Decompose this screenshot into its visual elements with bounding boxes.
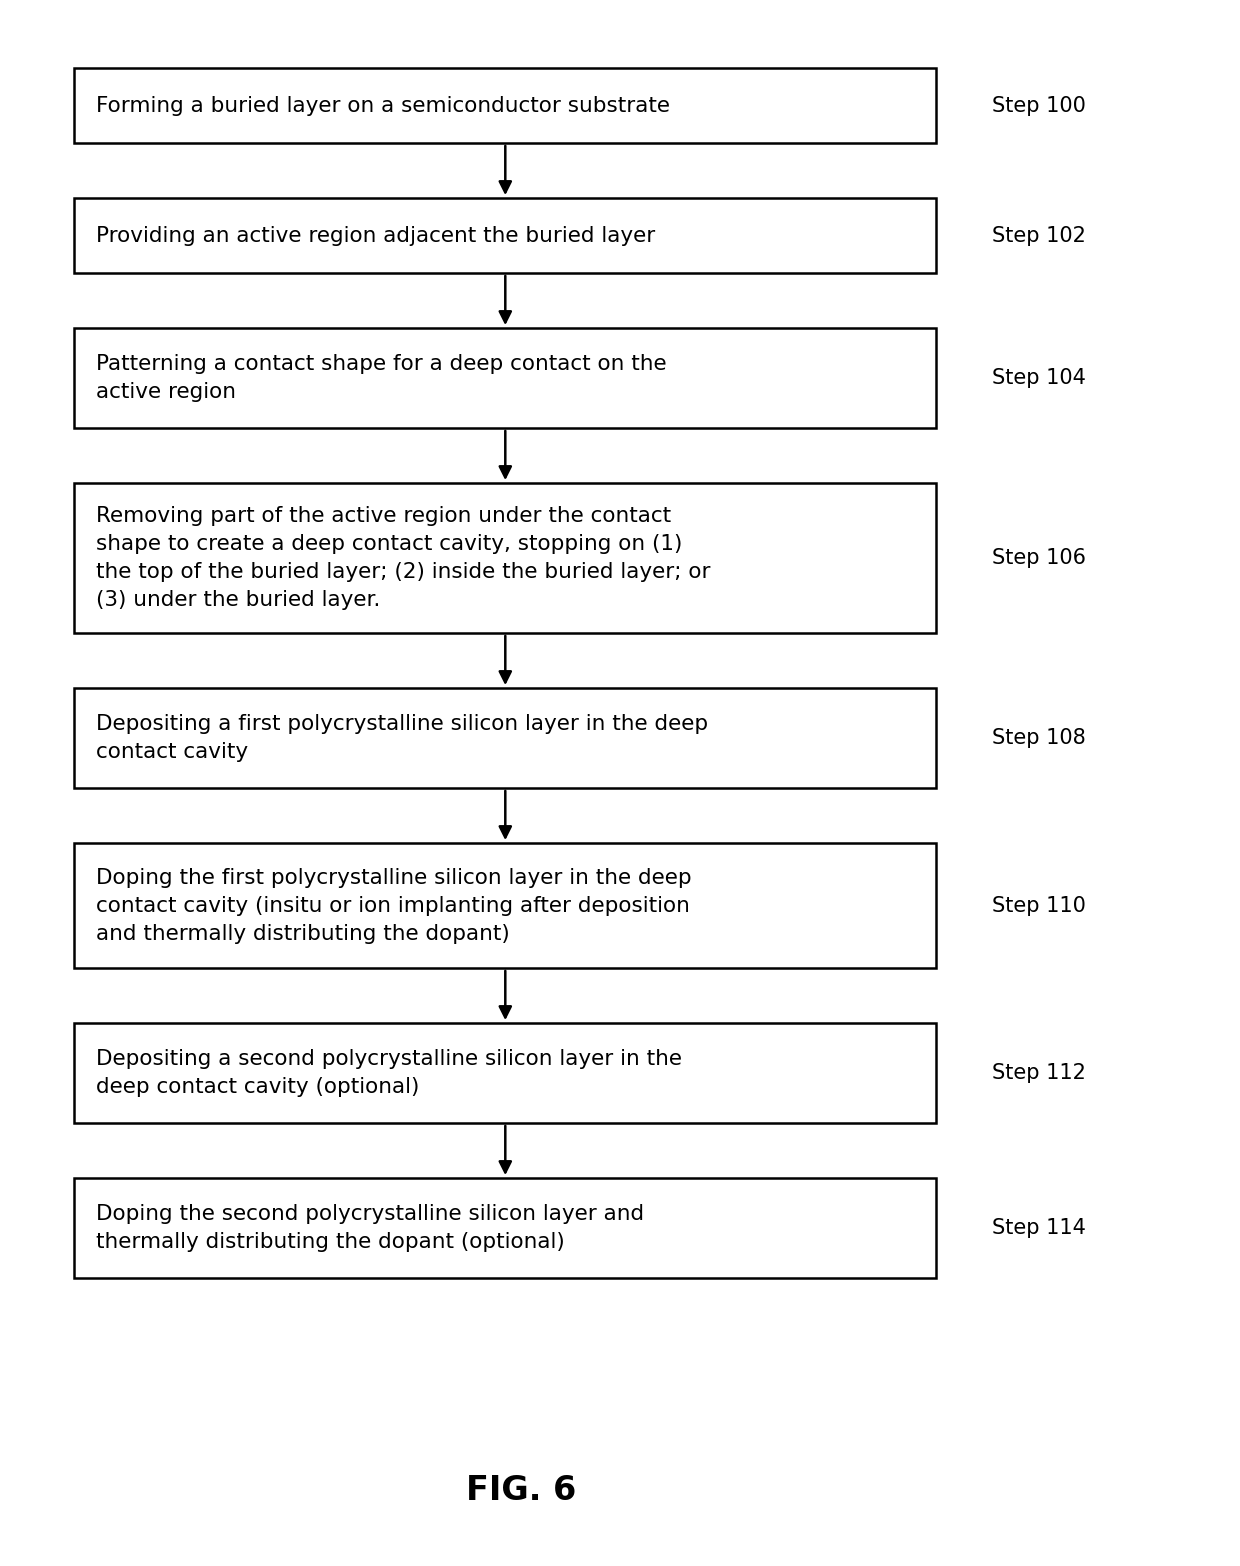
Text: Doping the first polycrystalline silicon layer in the deep: Doping the first polycrystalline silicon…	[97, 868, 692, 888]
Bar	[74, 197, 936, 272]
Text: Forming a buried layer on a semiconductor substrate: Forming a buried layer on a semiconducto…	[97, 96, 671, 116]
Text: (3) under the buried layer.: (3) under the buried layer.	[97, 590, 381, 611]
Text: Step 114: Step 114	[992, 1218, 1086, 1239]
Text: Providing an active region adjacent the buried layer: Providing an active region adjacent the …	[97, 226, 656, 246]
Text: Depositing a second polycrystalline silicon layer in the: Depositing a second polycrystalline sili…	[97, 1049, 682, 1070]
Text: Step 110: Step 110	[992, 896, 1086, 916]
Text: thermally distributing the dopant (optional): thermally distributing the dopant (optio…	[97, 1232, 565, 1251]
Bar	[74, 67, 936, 143]
Bar	[74, 482, 936, 633]
Text: Removing part of the active region under the contact: Removing part of the active region under…	[97, 506, 672, 526]
Text: Doping the second polycrystalline silicon layer and: Doping the second polycrystalline silico…	[97, 1204, 645, 1225]
Text: Step 112: Step 112	[992, 1063, 1086, 1084]
Text: shape to create a deep contact cavity, stopping on (1): shape to create a deep contact cavity, s…	[97, 534, 683, 554]
Text: Step 100: Step 100	[992, 96, 1086, 116]
Text: the top of the buried layer; (2) inside the buried layer; or: the top of the buried layer; (2) inside …	[97, 562, 711, 583]
Bar	[74, 1023, 936, 1123]
Bar	[74, 327, 936, 428]
Text: Step 104: Step 104	[992, 368, 1086, 388]
Text: Step 102: Step 102	[992, 226, 1086, 246]
Text: and thermally distributing the dopant): and thermally distributing the dopant)	[97, 924, 510, 943]
Text: Step 108: Step 108	[992, 728, 1086, 749]
Text: deep contact cavity (optional): deep contact cavity (optional)	[97, 1077, 420, 1098]
Text: FIG. 6: FIG. 6	[466, 1474, 575, 1506]
Bar	[74, 843, 936, 968]
Text: Patterning a contact shape for a deep contact on the: Patterning a contact shape for a deep co…	[97, 354, 667, 374]
Text: Step 106: Step 106	[992, 548, 1086, 568]
Bar	[74, 687, 936, 788]
Text: active region: active region	[97, 382, 237, 402]
Text: contact cavity (insitu or ion implanting after deposition: contact cavity (insitu or ion implanting…	[97, 896, 691, 916]
Bar	[74, 1178, 936, 1278]
Text: contact cavity: contact cavity	[97, 742, 248, 763]
Text: Depositing a first polycrystalline silicon layer in the deep: Depositing a first polycrystalline silic…	[97, 714, 708, 734]
